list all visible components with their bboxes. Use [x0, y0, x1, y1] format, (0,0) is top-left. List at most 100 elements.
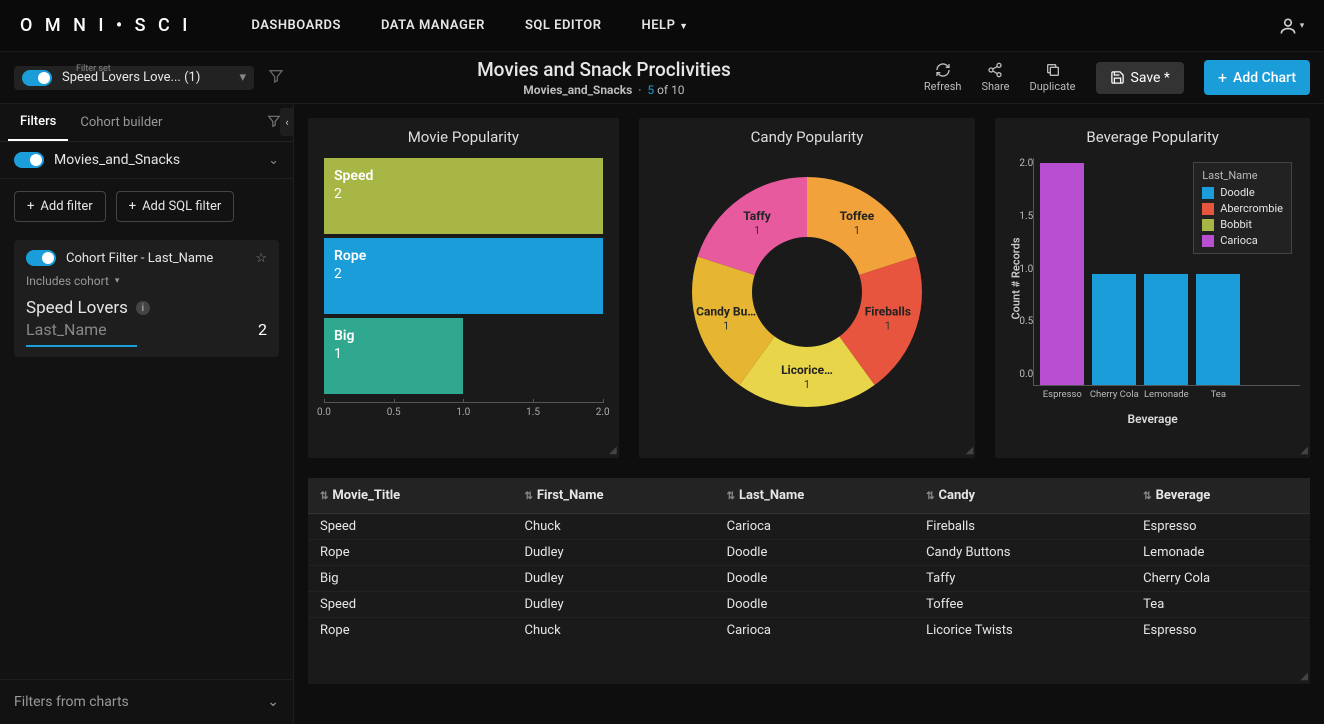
logo: O M N I • S C I — [20, 15, 191, 36]
sidebar-tabs: Filters Cohort builder ↓ — [0, 104, 293, 142]
col-last_name[interactable]: ⇅Last_Name — [715, 478, 914, 514]
nav-sql-editor[interactable]: SQL EDITOR — [525, 18, 602, 33]
svg-text:Candy Bu…: Candy Bu… — [696, 304, 756, 318]
svg-text:1: 1 — [804, 378, 810, 391]
main: ‹ Filters Cohort builder ↓ Movies_and_Sn… — [0, 104, 1324, 724]
chevron-down-icon: ▾ — [239, 70, 246, 85]
tab-cohort-builder[interactable]: Cohort builder — [68, 105, 174, 140]
cohort-title: Cohort Filter - Last_Name — [66, 251, 245, 266]
tab-filters[interactable]: Filters — [8, 104, 68, 141]
donut-chart: Toffee1Fireballs1Licorice…1Candy Bu…1Taf… — [639, 152, 976, 422]
movie-axis: 0.00.51.01.52.0 — [324, 402, 603, 422]
table-header: ⇅Movie_Title⇅First_Name⇅Last_Name⇅Candy⇅… — [308, 478, 1310, 514]
header-actions: Refresh Share Duplicate Save * + Add Cha… — [924, 60, 1310, 95]
dashboard-title[interactable]: Movies and Snack Proclivities — [477, 58, 731, 81]
cohort-count: 2 — [258, 320, 267, 339]
add-chart-button[interactable]: + Add Chart — [1204, 60, 1310, 95]
filterset-label: Filter set — [76, 64, 111, 74]
add-sql-filter-button[interactable]: +Add SQL filter — [116, 191, 235, 222]
cohort-bar — [26, 345, 137, 347]
filterset-toggle[interactable] — [22, 70, 52, 86]
cohort-field: Last_Name — [26, 320, 107, 339]
bar-speed[interactable]: Speed2 — [324, 158, 603, 234]
svg-text:Taffy: Taffy — [743, 209, 772, 223]
chevron-down-icon: ⌄ — [267, 694, 279, 710]
beverage-popularity-panel: Beverage Popularity Count # Records 2.01… — [995, 118, 1310, 458]
panel-title: Candy Popularity — [639, 118, 976, 152]
slice-taffy[interactable] — [698, 177, 807, 275]
cohort-toggle[interactable] — [26, 250, 56, 266]
info-icon[interactable]: i — [136, 301, 150, 315]
resize-handle[interactable]: ◢ — [1300, 445, 1308, 456]
bar-espresso[interactable] — [1040, 163, 1084, 385]
table-row[interactable]: BigDudleyDoodleTaffyCherry Cola — [308, 566, 1310, 592]
nav-dashboards[interactable]: DASHBOARDS — [251, 18, 341, 33]
panel-title: Movie Popularity — [308, 118, 619, 152]
x-axis-label: Beverage — [995, 412, 1310, 426]
col-candy[interactable]: ⇅Candy — [914, 478, 1131, 514]
legend: Last_Name Doodle Abercrombie Bobbit Carioca — [1193, 162, 1292, 254]
nav-data-manager[interactable]: DATA MANAGER — [381, 18, 485, 33]
sidebar-collapse[interactable]: ‹ — [280, 108, 294, 136]
main-nav: DASHBOARDS DATA MANAGER SQL EDITOR HELP … — [251, 18, 688, 33]
bar-lemonade[interactable] — [1144, 274, 1188, 385]
svg-text:1: 1 — [723, 319, 729, 332]
data-table: ⇅Movie_Title⇅First_Name⇅Last_Name⇅Candy⇅… — [308, 478, 1310, 643]
svg-text:1: 1 — [754, 224, 760, 237]
favorite-icon[interactable]: ☆ — [255, 251, 267, 266]
col-beverage[interactable]: ⇅Beverage — [1131, 478, 1310, 514]
nav-help[interactable]: HELP ▼ — [642, 18, 689, 33]
sidebar: ‹ Filters Cohort builder ↓ Movies_and_Sn… — [0, 104, 294, 724]
filter-buttons: +Add filter +Add SQL filter — [0, 179, 293, 234]
svg-text:Toffee: Toffee — [840, 209, 875, 223]
title-block: Movies and Snack Proclivities Movies_and… — [284, 58, 924, 97]
svg-text:Licorice…: Licorice… — [781, 363, 833, 377]
bar-tea[interactable] — [1196, 274, 1240, 385]
add-filter-button[interactable]: +Add filter — [14, 191, 106, 222]
panel-title: Beverage Popularity — [995, 118, 1310, 152]
table-row[interactable]: RopeChuckCariocaLicorice TwistsEspresso — [308, 618, 1310, 644]
col-movie_title[interactable]: ⇅Movie_Title — [308, 478, 512, 514]
svg-text:Fireballs: Fireballs — [865, 304, 911, 318]
refresh-button[interactable]: Refresh — [924, 62, 962, 93]
bar-big[interactable]: Big1 — [324, 318, 463, 394]
bar-cherry-cola[interactable] — [1092, 274, 1136, 385]
movie-bars: Speed2Rope2Big1 — [308, 152, 619, 394]
topbar: O M N I • S C I DASHBOARDS DATA MANAGER … — [0, 0, 1324, 52]
resize-handle[interactable]: ◢ — [609, 445, 617, 456]
cohort-card: Cohort Filter - Last_Name ☆ Includes coh… — [14, 240, 279, 357]
legend-item[interactable]: Abercrombie — [1202, 202, 1283, 215]
table-row[interactable]: SpeedDudleyDoodleToffeeTea — [308, 592, 1310, 618]
dashboard-subtitle: Movies_and_Snacks · 5 of 10 — [523, 83, 684, 97]
datasource-name: Movies_and_Snacks — [54, 152, 262, 168]
resize-handle[interactable]: ◢ — [1300, 671, 1308, 682]
movie-popularity-panel: Movie Popularity Speed2Rope2Big1 0.00.51… — [308, 118, 619, 458]
resize-handle[interactable]: ◢ — [966, 445, 974, 456]
dashboard-header: Filter set Speed Lovers Love... (1) ▾ Mo… — [0, 52, 1324, 104]
svg-text:1: 1 — [854, 224, 860, 237]
data-table-panel: ⇅Movie_Title⇅First_Name⇅Last_Name⇅Candy⇅… — [308, 478, 1310, 684]
filter-icon[interactable] — [268, 68, 284, 88]
share-button[interactable]: Share — [981, 62, 1009, 93]
col-first_name[interactable]: ⇅First_Name — [512, 478, 714, 514]
includes-selector[interactable]: Includes cohort▾ — [26, 274, 267, 288]
bar-rope[interactable]: Rope2 — [324, 238, 603, 314]
filters-from-charts[interactable]: Filters from charts ⌄ — [0, 679, 293, 724]
datasource-row[interactable]: Movies_and_Snacks ⌄ — [0, 142, 293, 179]
table-row[interactable]: RopeDudleyDoodleCandy ButtonsLemonade — [308, 540, 1310, 566]
legend-item[interactable]: Doodle — [1202, 186, 1283, 199]
cohort-name: Speed Lovers — [26, 298, 128, 318]
slice-toffee[interactable] — [807, 177, 916, 275]
save-button[interactable]: Save * — [1096, 62, 1184, 94]
svg-text:1: 1 — [885, 319, 891, 332]
chevron-down-icon: ⌄ — [268, 153, 279, 168]
legend-item[interactable]: Carioca — [1202, 234, 1283, 247]
table-row[interactable]: SpeedChuckCariocaFireballsEspresso — [308, 514, 1310, 540]
datasource-toggle[interactable] — [14, 152, 44, 168]
legend-title: Last_Name — [1202, 169, 1283, 182]
canvas: Movie Popularity Speed2Rope2Big1 0.00.51… — [294, 104, 1324, 724]
duplicate-button[interactable]: Duplicate — [1030, 62, 1076, 93]
filterset-selector[interactable]: Filter set Speed Lovers Love... (1) ▾ — [14, 66, 254, 90]
legend-item[interactable]: Bobbit — [1202, 218, 1283, 231]
user-menu[interactable]: ▾ — [1278, 13, 1304, 39]
